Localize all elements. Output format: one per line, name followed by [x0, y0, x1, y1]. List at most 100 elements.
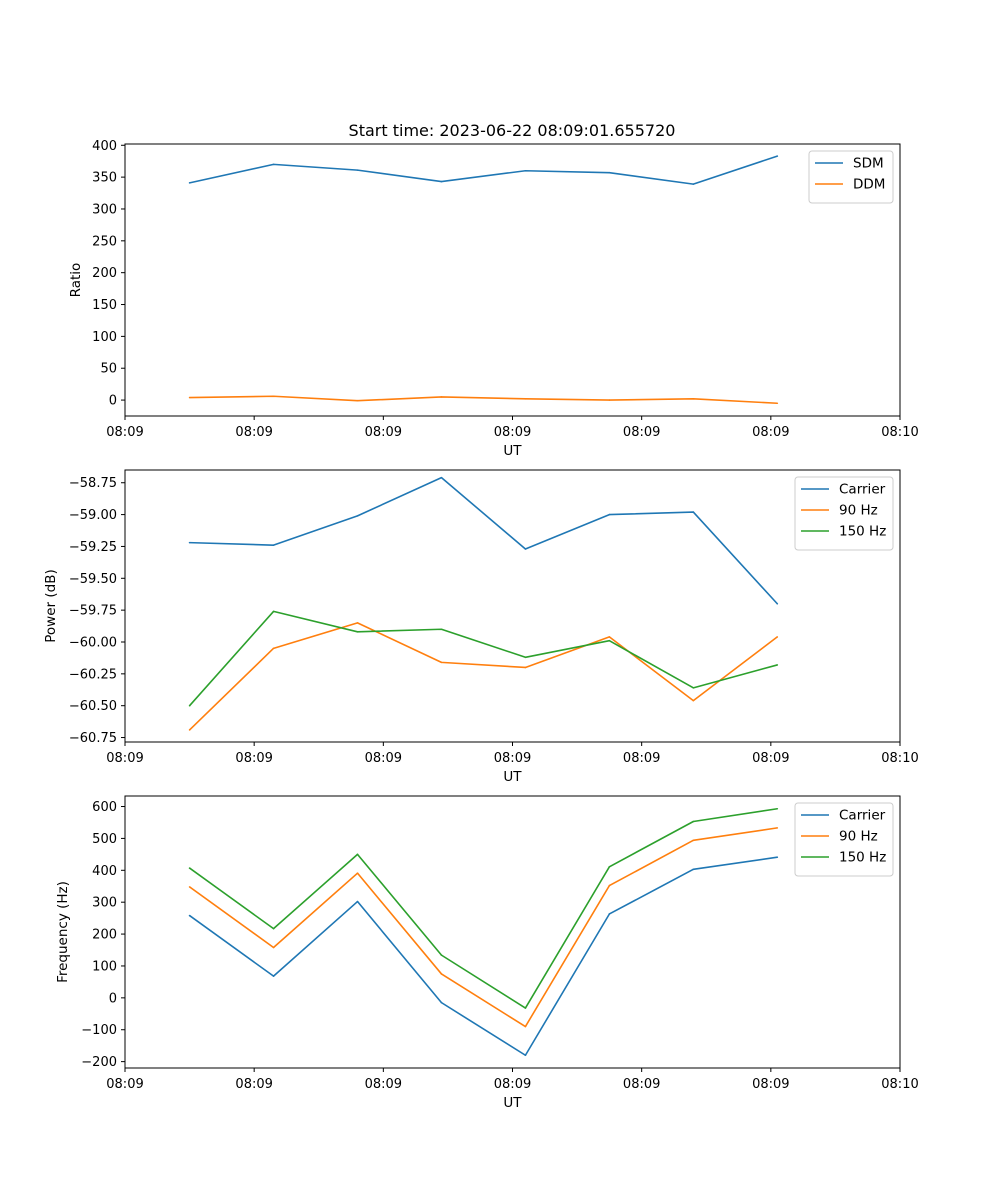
- data-point: [272, 946, 275, 949]
- data-point: [608, 171, 611, 174]
- x-tick-label: 08:09: [494, 751, 531, 766]
- series-line-150-hz: [188, 610, 778, 707]
- data-point: [608, 639, 611, 642]
- series-line-ddm: [189, 395, 778, 405]
- data-point: [440, 954, 443, 956]
- x-tick-label: 08:09: [365, 1077, 402, 1092]
- y-tick-label: −58.75: [69, 476, 117, 491]
- y-tick-label: 100: [92, 959, 117, 974]
- data-point: [188, 396, 191, 399]
- y-tick-label: −59.00: [69, 508, 117, 523]
- data-point: [440, 973, 443, 975]
- data-point: [608, 636, 611, 638]
- y-tick-label: 100: [92, 330, 117, 345]
- data-point: [692, 183, 695, 185]
- legend-label: 150 Hz: [839, 850, 886, 866]
- data-point: [188, 704, 191, 707]
- data-point: [272, 544, 275, 546]
- y-tick-label: 300: [92, 896, 117, 911]
- legend-label: Carrier: [839, 482, 886, 498]
- x-tick-label: 08:09: [623, 751, 660, 766]
- x-axis-label: UT: [503, 769, 522, 785]
- y-axis-label: Ratio: [68, 263, 84, 298]
- legend: Carrier 90 Hz 150 Hz: [794, 476, 894, 551]
- y-tick-label: 400: [92, 864, 117, 879]
- data-point: [776, 636, 779, 638]
- data-point: [776, 856, 779, 859]
- data-point: [356, 515, 359, 517]
- data-point: [356, 630, 359, 633]
- x-axis-label: UT: [503, 1095, 522, 1111]
- y-tick-label: 400: [92, 139, 117, 154]
- panel-2: −60.75 −60.50 −60.25 −60.00 −59.75 −59.50 −59.…: [43, 469, 919, 785]
- y-tick-label: −60.00: [69, 635, 117, 650]
- y-tick-label: 300: [92, 202, 117, 217]
- data-point: [608, 865, 611, 868]
- x-tick-label: 08:09: [235, 1077, 272, 1092]
- y-tick-label: 50: [100, 362, 117, 377]
- data-point: [524, 398, 527, 400]
- data-point: [524, 666, 527, 669]
- x-tick-label: 08:09: [106, 1077, 143, 1092]
- series-line-carrier: [189, 476, 778, 605]
- data-point: [692, 398, 695, 400]
- y-tick-label: −60.75: [69, 731, 117, 746]
- data-point: [188, 867, 191, 869]
- data-point: [272, 647, 275, 650]
- y-axis-label: Frequency (Hz): [55, 881, 71, 983]
- x-axis-label: UT: [503, 443, 522, 459]
- x-tick-label: 08:09: [106, 425, 143, 440]
- data-point: [692, 839, 695, 842]
- panel-1: 0 50 100 150 200 250 300 350 400 08:09 08:09 08:09 0…: [68, 139, 919, 459]
- data-point: [776, 155, 779, 157]
- data-point: [692, 820, 695, 823]
- series-line-90-hz: [189, 827, 778, 1028]
- y-tick-label: 500: [92, 832, 117, 847]
- series-line-150-hz: [189, 807, 778, 1009]
- x-tick-label: 08:09: [365, 425, 402, 440]
- x-tick-label: 08:09: [752, 1077, 789, 1092]
- data-point: [608, 884, 611, 887]
- legend-label: DDM: [853, 177, 885, 193]
- figure-title: Start time: 2023-06-22 08:09:01.655720: [349, 121, 676, 140]
- data-point: [356, 399, 359, 402]
- data-point: [524, 548, 527, 550]
- legend-label: 90 Hz: [839, 503, 878, 519]
- legend: Carrier 90 Hz 150 Hz: [794, 802, 894, 877]
- data-point: [440, 628, 443, 631]
- data-point: [524, 1025, 527, 1028]
- legend-label: Carrier: [839, 808, 886, 824]
- data-point: [272, 610, 275, 613]
- series-line-carrier: [189, 856, 778, 1057]
- x-tick-label: 08:09: [106, 751, 143, 766]
- data-point: [692, 868, 695, 871]
- data-point: [524, 169, 527, 172]
- data-point: [272, 927, 275, 930]
- data-point: [356, 622, 359, 624]
- x-tick-label: 08:09: [623, 425, 660, 440]
- legend-label: 90 Hz: [839, 829, 878, 845]
- data-point: [188, 886, 191, 888]
- data-point: [524, 1007, 527, 1009]
- y-tick-label: −60.25: [69, 667, 117, 682]
- data-point: [272, 163, 275, 166]
- data-point: [356, 900, 359, 903]
- data-point: [776, 827, 779, 829]
- data-point: [776, 602, 779, 605]
- data-point: [608, 513, 611, 516]
- y-tick-label: 350: [92, 171, 117, 186]
- panel-3: −200 −100 0 100 200 300 400 500 600 08:09 08:09 08:…: [55, 795, 919, 1111]
- y-tick-label: 0: [109, 991, 117, 1006]
- data-point: [356, 169, 359, 171]
- data-point: [440, 396, 443, 398]
- legend-label: SDM: [853, 156, 884, 172]
- x-tick-label: 08:10: [881, 1077, 918, 1092]
- y-tick-label: −59.75: [69, 604, 117, 619]
- x-tick-label: 08:09: [494, 425, 531, 440]
- data-point: [188, 914, 191, 917]
- data-point: [776, 664, 779, 666]
- data-point: [692, 699, 695, 702]
- y-tick-label: −100: [81, 1023, 117, 1038]
- y-tick-label: −60.50: [69, 699, 117, 714]
